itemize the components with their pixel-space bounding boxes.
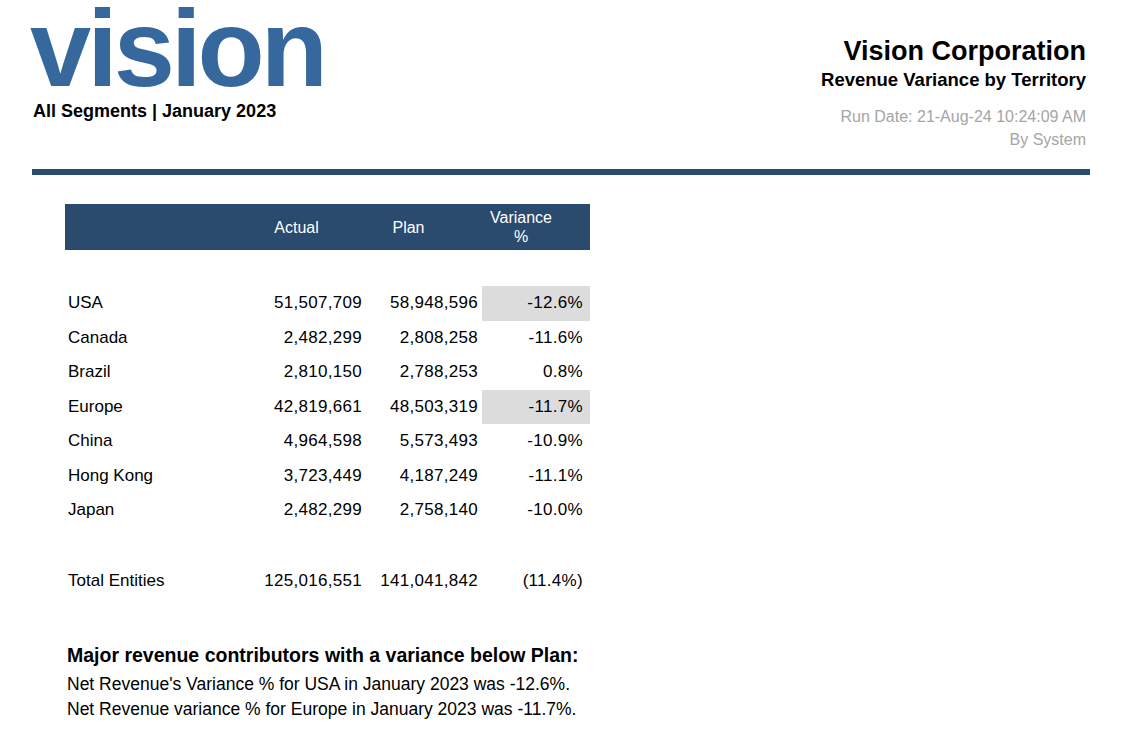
entity-cell: Hong Kong (65, 459, 240, 494)
table-spacer (65, 528, 590, 564)
th-actual: Actual (240, 204, 363, 250)
run-by: By System (821, 131, 1086, 149)
variance-cell: -11.1% (482, 459, 590, 494)
th-variance: Variance % (482, 204, 590, 250)
total-row: Total Entities 125,016,551 141,041,842 (… (65, 564, 590, 599)
table-row: Hong Kong 3,723,449 4,187,249 -11.1% (65, 459, 590, 494)
report-title: Revenue Variance by Territory (821, 69, 1086, 91)
th-plan: Plan (363, 204, 482, 250)
plan-cell: 58,948,596 (363, 286, 482, 321)
plan-cell: 2,808,258 (363, 321, 482, 356)
table-row: USA 51,507,709 58,948,596 -12.6% (65, 286, 590, 321)
company-name: Vision Corporation (821, 36, 1086, 66)
entity-cell: Brazil (65, 355, 240, 390)
plan-cell: 48,503,319 (363, 390, 482, 425)
entity-cell: Canada (65, 321, 240, 356)
run-date: Run Date: 21-Aug-24 10:24:09 AM (821, 108, 1086, 126)
report-page: vision All Segments | January 2023 Visio… (0, 0, 1121, 729)
actual-cell: 2,482,299 (240, 321, 363, 356)
actual-cell: 2,482,299 (240, 493, 363, 528)
variance-table: Actual Plan Variance % USA 51,507,709 58… (65, 204, 590, 598)
variance-cell: -10.9% (482, 424, 590, 459)
actual-cell: 51,507,709 (240, 286, 363, 321)
th-entity (65, 204, 240, 250)
total-actual-cell: 125,016,551 (240, 564, 363, 599)
actual-cell: 2,810,150 (240, 355, 363, 390)
entity-cell: Europe (65, 390, 240, 425)
variance-cell: -11.7% (482, 390, 590, 425)
table-row: Brazil 2,810,150 2,788,253 0.8% (65, 355, 590, 390)
report-header: Vision Corporation Revenue Variance by T… (821, 36, 1086, 149)
total-label: Total Entities (65, 564, 240, 599)
variance-cell: -11.6% (482, 321, 590, 356)
logo-tagline: All Segments | January 2023 (33, 101, 276, 122)
table-row: China 4,964,598 5,573,493 -10.9% (65, 424, 590, 459)
footer-heading: Major revenue contributors with a varian… (67, 644, 578, 667)
table-spacer (65, 250, 590, 286)
plan-cell: 5,573,493 (363, 424, 482, 459)
entity-cell: Japan (65, 493, 240, 528)
plan-cell: 2,788,253 (363, 355, 482, 390)
variance-cell: 0.8% (482, 355, 590, 390)
entity-cell: USA (65, 286, 240, 321)
actual-cell: 4,964,598 (240, 424, 363, 459)
entity-cell: China (65, 424, 240, 459)
footer-commentary: Major revenue contributors with a varian… (67, 644, 578, 721)
table-row: Canada 2,482,299 2,808,258 -11.6% (65, 321, 590, 356)
actual-cell: 42,819,661 (240, 390, 363, 425)
plan-cell: 4,187,249 (363, 459, 482, 494)
total-variance-cell: (11.4%) (482, 564, 590, 599)
vision-logo: vision (30, 0, 324, 95)
table-row: Japan 2,482,299 2,758,140 -10.0% (65, 493, 590, 528)
table-header-row: Actual Plan Variance % (65, 204, 590, 250)
header-divider (32, 169, 1090, 175)
footer-line: Net Revenue's Variance % for USA in Janu… (67, 672, 578, 697)
variance-cell: -12.6% (482, 286, 590, 321)
total-plan-cell: 141,041,842 (363, 564, 482, 599)
plan-cell: 2,758,140 (363, 493, 482, 528)
table-row: Europe 42,819,661 48,503,319 -11.7% (65, 390, 590, 425)
actual-cell: 3,723,449 (240, 459, 363, 494)
variance-cell: -10.0% (482, 493, 590, 528)
footer-line: Net Revenue variance % for Europe in Jan… (67, 697, 578, 722)
